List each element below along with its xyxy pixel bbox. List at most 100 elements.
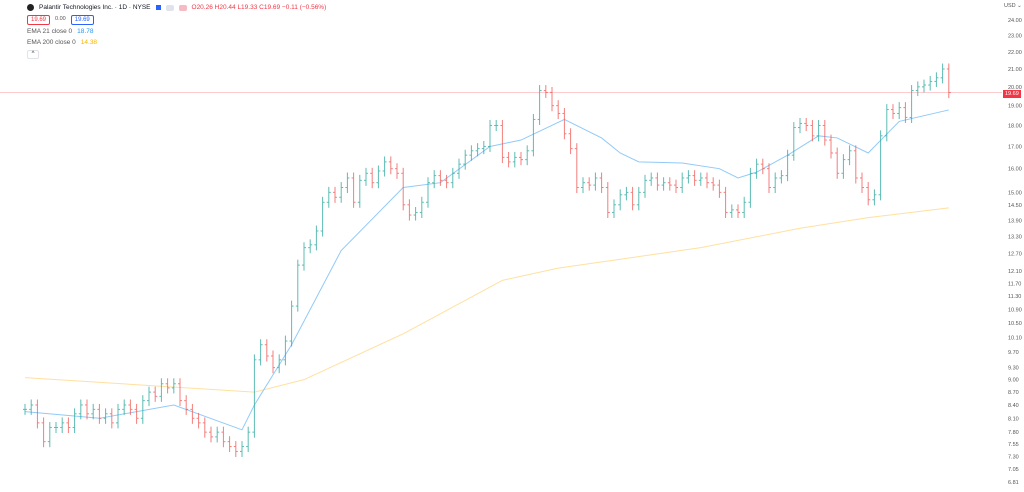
price-bar [599,172,604,194]
axis-tick-label: 10.10 [1008,335,1022,341]
price-bar [159,378,164,402]
price-bar [264,339,269,362]
axis-tick-label: 8.10 [1008,416,1019,422]
price-bar [289,300,294,347]
price-bar [543,85,548,98]
price-bar [41,417,46,448]
price-bar [488,120,492,152]
price-bar [333,186,337,203]
price-bar [165,378,170,394]
price-bar [568,128,573,155]
price-bar [624,186,629,201]
price-bar [388,156,393,175]
menu-icon[interactable] [178,4,187,11]
axis-tick-label: 23.00 [1008,34,1022,40]
price-bar [419,196,424,218]
price-bar [469,145,474,161]
price-bar [426,177,430,208]
price-bar [748,167,753,208]
price-bar [630,186,635,211]
price-bar [736,204,740,218]
price-bar [382,156,387,177]
price-bar [438,170,443,186]
axis-tick-label: 16.00 [1008,167,1022,173]
axis-tick-label: 15.00 [1008,190,1022,196]
price-bar [537,85,542,125]
price-bar [556,100,561,120]
price-bar [550,86,554,112]
price-bar [686,170,691,184]
eye-icon[interactable] [165,4,174,11]
indicator-ema21[interactable]: EMA 21 close 0 18.78 [27,27,326,36]
price-bar [395,163,399,179]
price-bar [884,104,889,142]
price-bar [636,186,641,211]
price-bar [413,206,418,221]
flag-icon[interactable] [155,5,161,10]
price-bar [909,85,914,123]
price-bar [233,441,238,457]
price-bar [450,167,455,189]
price-bar [767,163,771,194]
high-value: H20.44 [214,4,236,11]
axis-tick-label: 9.70 [1008,350,1019,356]
axis-tick-label: 22.00 [1008,50,1022,56]
price-bar [860,172,864,194]
price-bar [196,412,201,429]
price-bar [512,151,517,168]
price-bar [729,204,734,218]
buy-button[interactable]: 19.69 [70,14,94,25]
price-bar [643,174,647,198]
price-bar [128,399,133,415]
company-logo [27,4,34,11]
price-bar [574,143,579,194]
price-bar [878,130,883,201]
axis-tick-label: 20.00 [1008,85,1022,91]
collapse-legend-button[interactable]: ^ [27,50,39,59]
axis-tick-label: 8.70 [1008,390,1019,396]
axis-tick-label: 19.00 [1008,104,1022,110]
price-bar [853,145,858,184]
price-bar [116,403,120,429]
price-bar [221,426,226,448]
price-bar [345,172,350,194]
axis-tick-label: 10.50 [1008,321,1022,327]
price-bar [481,140,486,155]
currency-selector[interactable]: USD ⌄ [1004,3,1022,9]
price-bar [847,145,852,166]
price-bar [667,177,672,191]
chart-legend: Palantir Technologies Inc. · 1D · NYSE O… [27,3,326,59]
price-bar [29,399,34,415]
axis-tick-label: 17.00 [1008,144,1022,150]
ema200-line [24,207,949,393]
price-bar [835,147,840,179]
price-bar [444,174,449,189]
axis-tick-label: 13.90 [1008,218,1022,224]
axis-tick-label: 24.00 [1008,18,1022,24]
price-bar [649,172,654,186]
price-bar [339,182,344,203]
price-bar [271,350,275,374]
price-bar [804,118,809,132]
price-bar [680,172,685,194]
price-bar [891,104,895,120]
sell-button[interactable]: 19.69 [27,14,51,25]
current-price-label: 19.69 [1003,90,1021,98]
symbol-title[interactable]: Palantir Technologies Inc. · 1D · NYSE [39,4,151,11]
price-bar [500,120,505,163]
price-bar [494,120,499,132]
price-bar [754,158,759,179]
ema21-line [24,109,949,431]
price-bar [705,172,709,189]
price-bar [209,426,213,443]
axis-tick-label: 7.30 [1008,454,1019,460]
price-bar [519,151,523,166]
price-bar [171,378,176,394]
axis-tick-label: 10.90 [1008,307,1022,313]
price-bar [178,378,182,407]
price-bar [698,172,703,186]
price-bar [742,196,747,218]
indicator-ema200[interactable]: EMA 200 close 0 14.38 [27,38,326,47]
price-bar [655,172,660,191]
